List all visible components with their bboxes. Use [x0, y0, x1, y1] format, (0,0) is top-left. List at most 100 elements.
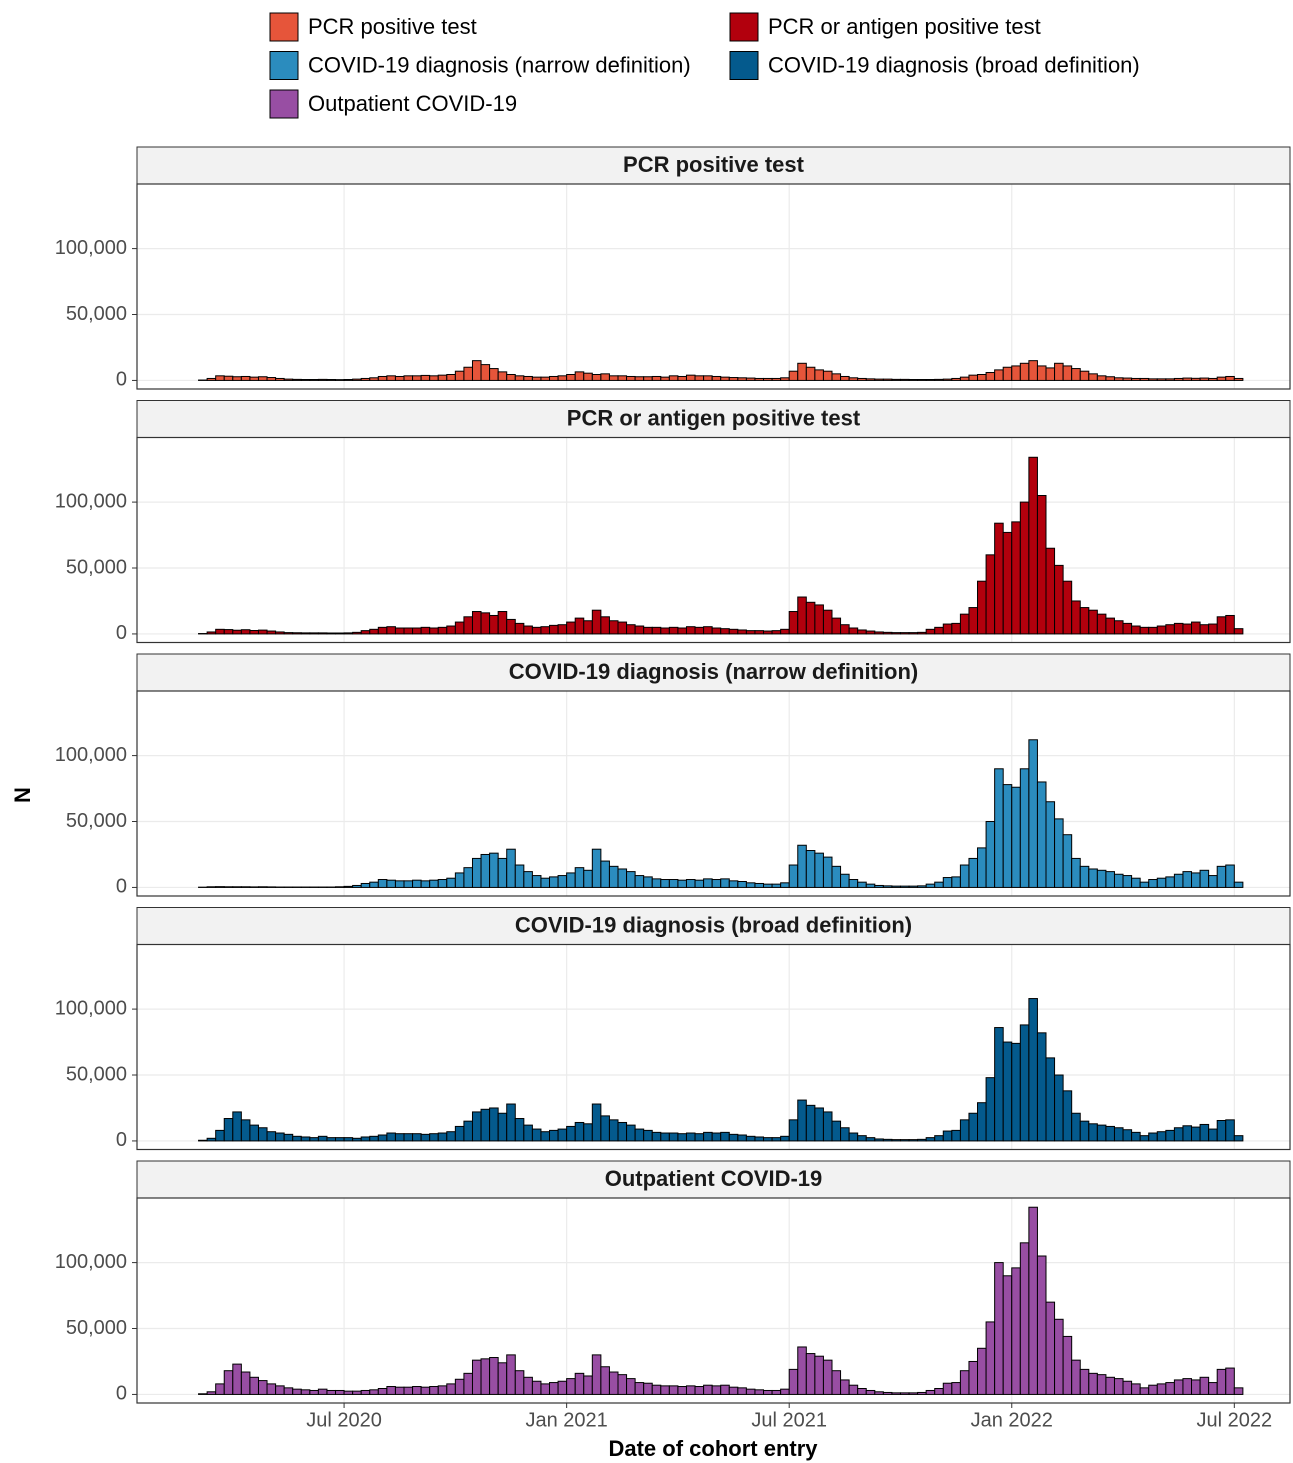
bar: [831, 1120, 842, 1142]
bar: [566, 621, 576, 635]
bar: [240, 629, 251, 635]
bar: [574, 1121, 585, 1142]
bar: [292, 1388, 302, 1395]
bar: [1131, 877, 1141, 888]
bar: [386, 879, 396, 888]
bar: [1216, 1368, 1227, 1395]
bar: [437, 1132, 448, 1142]
bar: [814, 369, 824, 381]
bar: [360, 377, 371, 381]
bar: [1019, 1242, 1030, 1395]
bar: [651, 626, 662, 635]
bar: [908, 1392, 919, 1395]
bar: [831, 373, 842, 381]
bar: [531, 626, 542, 635]
bar: [471, 1111, 482, 1142]
bar: [745, 630, 756, 635]
bar: [386, 1132, 396, 1142]
y-tick-label: 0: [116, 876, 127, 898]
bar: [711, 879, 722, 888]
bar: [1062, 580, 1073, 635]
bar: [454, 621, 465, 635]
bar: [198, 1393, 208, 1395]
bar: [780, 1135, 790, 1142]
bar: [685, 626, 696, 635]
panel-border: [136, 1197, 1291, 1404]
bar: [1062, 1090, 1073, 1142]
bar: [283, 1387, 294, 1395]
bar: [206, 886, 217, 888]
bar: [446, 373, 456, 381]
bar: [780, 377, 790, 381]
bar: [206, 1137, 217, 1142]
bar: [754, 1136, 765, 1142]
bar: [1088, 1372, 1098, 1395]
bar: [1173, 377, 1184, 381]
bar: [1199, 1123, 1210, 1142]
bar: [771, 630, 782, 635]
bar: [420, 1133, 431, 1142]
legend-swatch: [269, 12, 299, 42]
y-tick-label: 50,000: [66, 303, 127, 325]
bar: [737, 880, 747, 888]
bar: [369, 1389, 379, 1395]
bar: [240, 1371, 251, 1395]
bar: [780, 1388, 790, 1395]
bar: [1071, 600, 1081, 635]
bar: [377, 1387, 388, 1395]
bar: [728, 1133, 739, 1142]
y-tick-label: 100,000: [55, 490, 127, 512]
bar: [317, 378, 328, 381]
bar: [257, 886, 268, 888]
bar: [506, 1103, 516, 1142]
bar: [1011, 521, 1021, 635]
bar: [788, 370, 799, 381]
bar: [403, 880, 414, 888]
bar: [874, 1391, 884, 1395]
bar: [865, 630, 876, 635]
bar: [908, 379, 919, 381]
bar: [326, 632, 337, 635]
bar: [429, 1133, 439, 1142]
bar: [882, 885, 893, 888]
bar: [1019, 768, 1030, 888]
strip-label: PCR or antigen positive test: [567, 405, 861, 430]
bar: [1019, 1024, 1030, 1142]
bar: [343, 1137, 354, 1142]
bar: [232, 629, 242, 635]
bar: [1233, 628, 1244, 635]
bar: [720, 878, 730, 888]
bar: [343, 1390, 354, 1395]
bar: [583, 1375, 593, 1395]
bar: [1002, 366, 1013, 381]
bar: [1028, 456, 1038, 635]
strip: [136, 1160, 1291, 1199]
bar: [994, 768, 1004, 888]
bar: [1165, 1382, 1175, 1395]
bar: [583, 372, 593, 381]
bar: [223, 886, 234, 888]
bar: [917, 1391, 927, 1395]
bar: [591, 1103, 602, 1142]
bar: [951, 1382, 961, 1395]
bar: [540, 877, 551, 888]
bar: [968, 374, 979, 381]
bar: [549, 1129, 559, 1142]
bar: [934, 1387, 944, 1395]
bar: [1036, 495, 1047, 635]
bar: [557, 1128, 568, 1142]
bar: [660, 627, 670, 635]
bar: [514, 375, 525, 381]
y-tick-label: 0: [116, 369, 127, 391]
bar: [891, 632, 901, 635]
bar: [1225, 1119, 1235, 1142]
bar: [1054, 818, 1064, 888]
bar: [352, 1390, 362, 1395]
bar: [694, 879, 705, 888]
bar: [788, 1368, 799, 1395]
bar: [668, 1385, 679, 1395]
bar: [685, 879, 696, 888]
bar: [463, 1372, 473, 1395]
bar: [454, 370, 465, 381]
